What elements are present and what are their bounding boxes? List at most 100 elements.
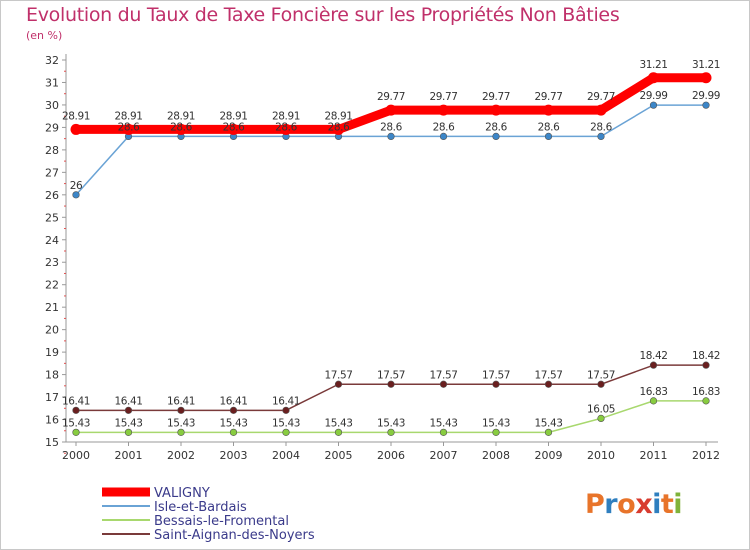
y-tick-label: 16 (45, 414, 59, 427)
data-label: 29.77 (482, 91, 510, 103)
x-tick-label: 2000 (62, 449, 90, 462)
data-point (177, 428, 185, 436)
data-point (124, 406, 133, 414)
legend-label: Bessais-le-Fromental (154, 514, 289, 529)
data-point (387, 380, 395, 388)
data-label: 17.57 (429, 369, 457, 381)
legend: VALIGNYIsle-et-BardaisBessais-le-Froment… (102, 486, 315, 543)
data-point (175, 123, 187, 135)
data-label: 16.83 (639, 386, 667, 398)
data-label: 18.42 (692, 350, 720, 362)
data-label: 15.43 (114, 417, 142, 429)
data-label: 28.6 (433, 121, 455, 133)
logo-letter: t (660, 489, 674, 520)
y-tick-label: 25 (45, 211, 59, 224)
data-point (123, 123, 134, 135)
data-point (334, 428, 343, 436)
data-point (648, 72, 659, 84)
data-label: 17.57 (324, 369, 352, 381)
data-point (334, 380, 343, 388)
data-label: 28.6 (170, 121, 192, 133)
data-point (597, 380, 605, 388)
data-point (333, 123, 344, 135)
data-point (492, 132, 500, 140)
data-point (229, 406, 238, 414)
data-point (72, 428, 80, 436)
data-label: 28.6 (590, 121, 612, 133)
data-label: 18.42 (639, 350, 667, 362)
y-tick-label: 30 (45, 99, 59, 112)
data-point (72, 406, 80, 414)
y-tick-label: 27 (45, 166, 59, 179)
x-tick-label: 2007 (430, 449, 458, 462)
data-label: 28.6 (275, 121, 297, 133)
data-label: 16.41 (219, 395, 247, 407)
y-tick-label: 15 (45, 436, 59, 449)
data-label: 29.77 (587, 91, 615, 103)
data-label: 29.99 (692, 90, 720, 102)
data-point (282, 428, 290, 436)
data-label: 15.43 (324, 417, 352, 429)
chart-title: Evolution du Taux de Taxe Foncière sur l… (26, 4, 620, 26)
logo-letter: P (585, 489, 605, 520)
proxiti-logo: Proxiti (585, 489, 683, 520)
data-label: 28.6 (380, 121, 402, 133)
data-label: 15.43 (534, 417, 562, 429)
data-label: 16.05 (587, 403, 615, 415)
data-point (597, 132, 605, 140)
y-tick-label: 20 (45, 324, 59, 337)
data-label: 28.6 (485, 121, 507, 133)
logo-letter: r (604, 489, 618, 520)
data-label: 15.43 (482, 417, 510, 429)
y-tick-label: 21 (45, 301, 59, 314)
data-label: 16.41 (114, 395, 142, 407)
data-point (492, 428, 500, 436)
logo-letter: i (673, 489, 683, 520)
x-tick-label: 2012 (692, 449, 720, 462)
data-point (595, 104, 607, 116)
data-point (439, 380, 448, 388)
logo-letter: i (652, 489, 661, 520)
data-label: 31.21 (692, 59, 720, 71)
data-label: 16.41 (272, 395, 300, 407)
data-label: 17.57 (482, 369, 510, 381)
y-tick-label: 28 (45, 144, 59, 157)
y-tick-label: 19 (45, 346, 59, 359)
y-tick-label: 29 (45, 121, 59, 134)
y-tick-label: 18 (45, 369, 59, 382)
data-label: 28.91 (272, 110, 300, 122)
data-label: 15.43 (219, 417, 247, 429)
data-point (387, 132, 395, 140)
x-tick-label: 2011 (640, 449, 668, 462)
data-point (492, 380, 500, 388)
data-label: 29.77 (429, 91, 457, 103)
logo-letter: o (617, 489, 636, 520)
data-point (439, 132, 448, 140)
x-tick-label: 2006 (377, 449, 405, 462)
data-point (702, 101, 710, 109)
data-point (280, 123, 292, 135)
data-label: 29.77 (534, 91, 562, 103)
data-label: 28.91 (219, 110, 247, 122)
data-point (439, 428, 448, 436)
data-point (649, 361, 658, 369)
legend-label: Isle-et-Bardais (154, 500, 247, 515)
data-label: 28.6 (538, 121, 560, 133)
data-point (228, 123, 239, 135)
series-layer (70, 72, 712, 436)
data-label: 15.43 (167, 417, 195, 429)
data-label: 28.91 (167, 110, 195, 122)
y-tick-label: 22 (45, 279, 59, 292)
data-label: 16.41 (167, 395, 195, 407)
data-point (177, 406, 185, 414)
x-tick-label: 2008 (482, 449, 510, 462)
data-point (543, 104, 554, 116)
y-tick-label: 26 (45, 189, 59, 202)
axes: 15 16 17 18 19 20 21 22 23 24 25 26 27 28 29 30 31 32 2000… (45, 54, 720, 462)
data-point (438, 104, 449, 116)
y-tick-label: 32 (45, 54, 59, 67)
y-tick-label: 23 (45, 256, 59, 269)
data-label: 26 (70, 180, 83, 192)
data-point (702, 397, 710, 405)
